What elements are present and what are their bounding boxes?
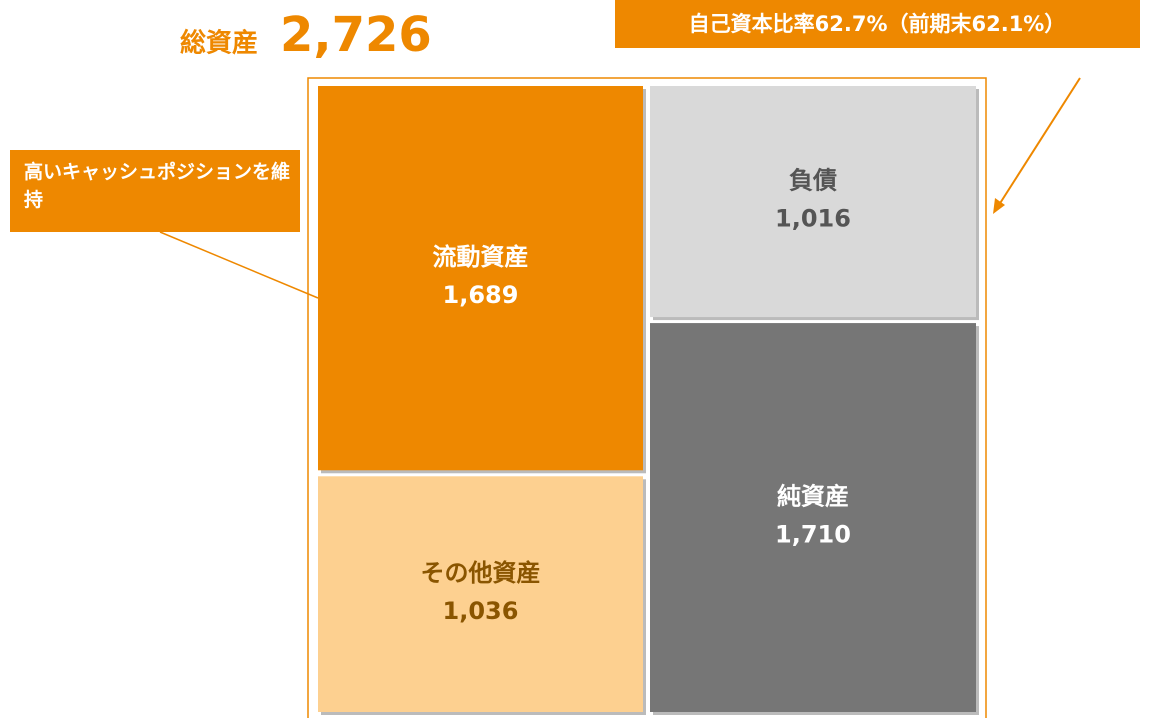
bar-name: 流動資産 [433, 243, 529, 271]
bar [650, 323, 976, 712]
annotation: 高いキャッシュポジションを維持 [24, 161, 291, 211]
value-label: 1,689 [443, 281, 519, 309]
value-label: 1,036 [443, 597, 519, 625]
annotation-line [996, 77, 1081, 209]
bar [650, 86, 976, 318]
annotation-box [615, 0, 1140, 48]
annotation: 自己資本比率62.7%（前期末62.1%） [689, 12, 1066, 36]
arrow-head [993, 198, 1005, 214]
bar-name: 負債 [789, 167, 837, 195]
bar-name: その他資産 [421, 559, 541, 587]
total-value: 2,726 [280, 7, 432, 63]
value-label: 1,710 [775, 521, 851, 549]
bar-name: 純資産 [777, 483, 849, 511]
bar [318, 86, 643, 471]
annotation-box [10, 150, 300, 232]
frame [307, 77, 987, 718]
bar [318, 476, 643, 712]
value-label: 1,016 [775, 205, 851, 233]
annotation-wrap: 高いキャッシュポジションを維持 [24, 161, 291, 211]
chart-title: 総資産 [180, 28, 258, 59]
annotation-line [159, 231, 319, 299]
